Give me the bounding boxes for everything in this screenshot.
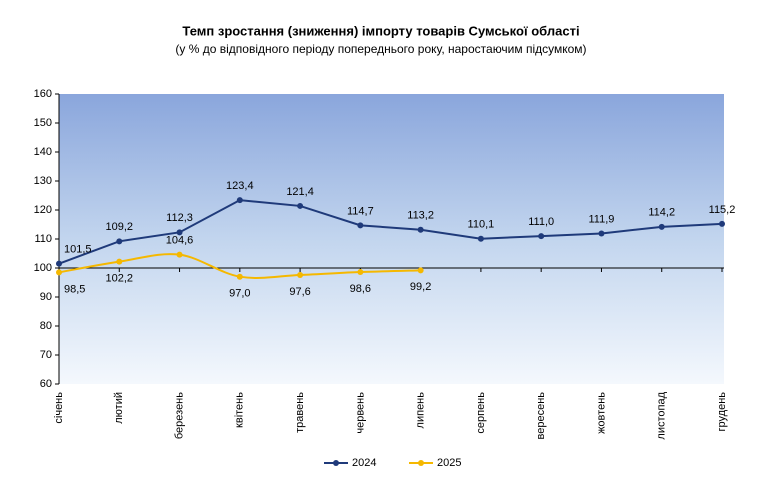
data-point xyxy=(357,222,364,229)
data-label: 98,6 xyxy=(350,283,371,295)
plot-area xyxy=(59,94,724,384)
data-point xyxy=(477,235,484,242)
x-tick-label: серпень xyxy=(475,392,487,434)
y-tick-label: 150 xyxy=(34,117,52,129)
data-label: 101,5 xyxy=(64,244,92,256)
data-label: 97,0 xyxy=(229,288,250,300)
data-point xyxy=(56,269,62,276)
x-tick-label: січень xyxy=(53,392,65,424)
data-label: 102,2 xyxy=(106,273,134,285)
x-tick-label: жовтень xyxy=(595,392,607,434)
data-point xyxy=(417,267,424,274)
y-tick-label: 70 xyxy=(40,349,52,361)
x-tick-label: травень xyxy=(294,392,306,433)
data-label: 123,4 xyxy=(226,180,254,192)
data-label: 104,6 xyxy=(166,235,194,247)
data-point xyxy=(236,273,243,280)
data-point xyxy=(357,269,364,276)
data-label: 115,2 xyxy=(709,204,736,216)
data-point xyxy=(116,258,123,265)
y-tick-label: 100 xyxy=(34,262,52,274)
legend-marker xyxy=(333,460,339,466)
data-label: 121,4 xyxy=(286,186,314,198)
series-line xyxy=(58,199,723,265)
data-label: 97,6 xyxy=(289,286,310,298)
data-label: 111,9 xyxy=(589,213,615,225)
data-label: 110,1 xyxy=(468,219,495,231)
data-point xyxy=(297,271,304,278)
data-point xyxy=(176,229,183,236)
data-point xyxy=(598,230,605,237)
chart-title: Темп зростання (зниження) імпорту товарі… xyxy=(182,23,579,38)
data-point xyxy=(719,220,725,227)
y-tick-label: 130 xyxy=(34,175,52,187)
data-label: 113,2 xyxy=(407,210,434,222)
y-tick-label: 90 xyxy=(40,291,52,303)
data-point xyxy=(658,223,665,230)
data-label: 112,3 xyxy=(166,212,193,224)
x-tick-label: лютий xyxy=(113,392,125,424)
data-point xyxy=(538,233,545,240)
x-tick-label: березень xyxy=(173,392,185,439)
data-label: 98,5 xyxy=(64,283,85,295)
data-point xyxy=(116,238,123,245)
y-tick-label: 160 xyxy=(34,88,52,100)
x-tick-label: вересень xyxy=(535,392,547,440)
y-tick-label: 80 xyxy=(40,320,52,332)
data-label: 114,2 xyxy=(648,207,675,219)
data-point xyxy=(236,197,243,204)
chart-subtitle: (у % до відповідного періоду попередньог… xyxy=(175,42,586,56)
x-tick-label: квітень xyxy=(234,392,246,428)
x-tick-label: липень xyxy=(415,392,427,429)
legend-label: 2024 xyxy=(352,457,376,469)
data-point xyxy=(56,260,62,267)
y-tick-label: 140 xyxy=(34,146,52,158)
data-point xyxy=(297,202,304,209)
data-label: 114,7 xyxy=(347,205,374,217)
data-label: 109,2 xyxy=(106,221,134,233)
x-tick-label: червень xyxy=(354,392,366,434)
data-point xyxy=(176,251,183,258)
data-point xyxy=(417,226,424,233)
data-label: 99,2 xyxy=(410,281,431,293)
y-tick-label: 60 xyxy=(40,378,52,390)
y-tick-label: 110 xyxy=(34,233,52,245)
data-label: 111,0 xyxy=(528,216,554,228)
y-tick-label: 120 xyxy=(34,204,52,216)
x-tick-label: грудень xyxy=(716,392,728,432)
legend-label: 2025 xyxy=(437,457,461,469)
x-tick-label: листопад xyxy=(656,391,668,439)
legend-marker xyxy=(418,460,424,466)
